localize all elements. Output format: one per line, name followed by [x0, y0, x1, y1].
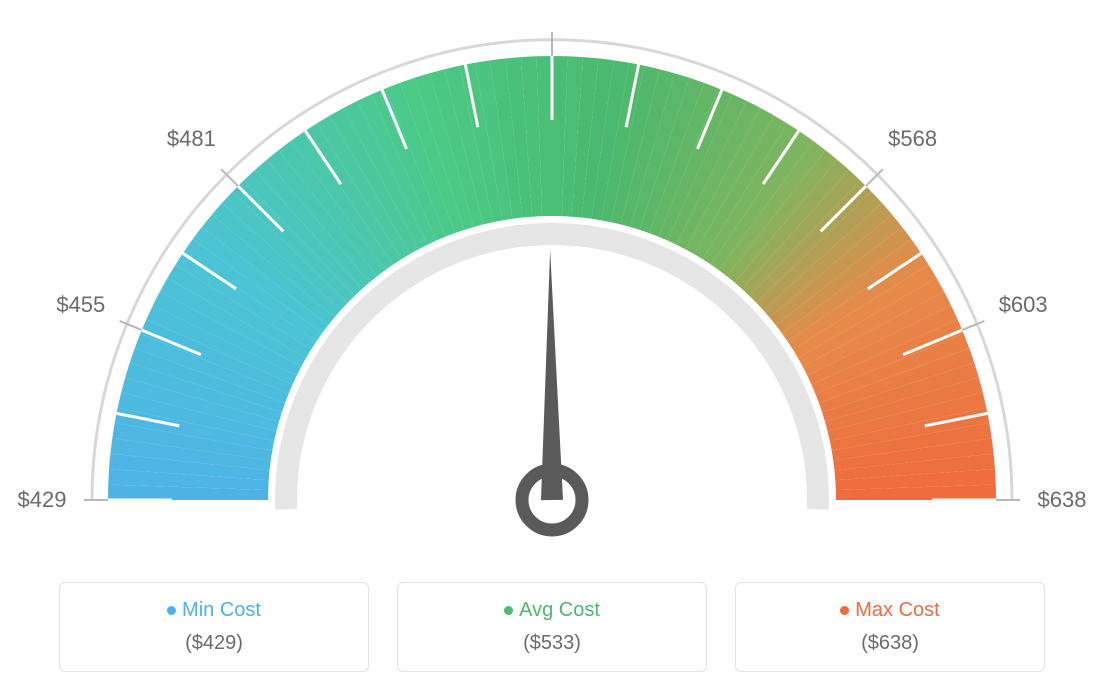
legend-dot-min: [167, 606, 176, 615]
gauge-tick-label: $455: [56, 292, 105, 318]
legend-dot-max: [840, 606, 849, 615]
gauge-svg: [0, 0, 1104, 560]
gauge-tick-label: $429: [18, 487, 67, 513]
legend-label-min: Min Cost: [182, 599, 261, 622]
legend-value-max: ($638): [736, 632, 1044, 655]
legend-card-avg: Avg Cost ($533): [397, 582, 707, 672]
legend-card-max: Max Cost ($638): [735, 582, 1045, 672]
legend-row: Min Cost ($429) Avg Cost ($533) Max Cost…: [0, 582, 1104, 672]
legend-title-avg: Avg Cost: [504, 599, 600, 622]
legend-value-min: ($429): [60, 632, 368, 655]
legend-label-avg: Avg Cost: [519, 599, 600, 622]
legend-value-avg: ($533): [398, 632, 706, 655]
legend-title-min: Min Cost: [167, 599, 261, 622]
gauge-tick-label: $603: [999, 292, 1048, 318]
gauge-tick-label: $638: [1038, 487, 1087, 513]
legend-card-min: Min Cost ($429): [59, 582, 369, 672]
gauge-tick-label: $533: [528, 0, 577, 3]
gauge-tick-label: $568: [888, 126, 937, 152]
gauge-tick-label: $481: [167, 126, 216, 152]
legend-title-max: Max Cost: [840, 599, 939, 622]
gauge-chart: $429 $455 $481 $533 $568 $603 $638: [0, 0, 1104, 560]
legend-label-max: Max Cost: [855, 599, 939, 622]
legend-dot-avg: [504, 606, 513, 615]
